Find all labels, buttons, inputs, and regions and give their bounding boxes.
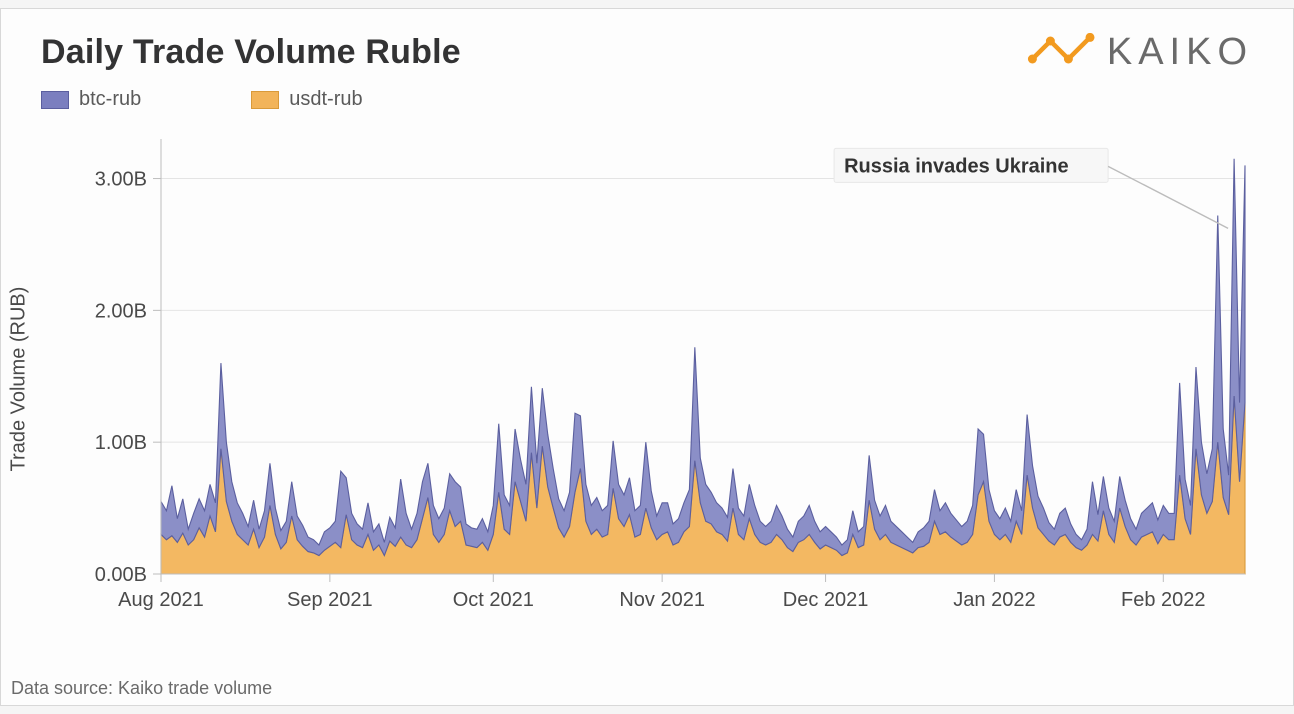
- svg-text:Dec 2021: Dec 2021: [783, 589, 869, 611]
- chart-svg: 0.00B 1.00B 2.00B 3.00B Aug 2021 Sep 2021 Oct …: [31, 129, 1265, 629]
- svg-text:Jan 2022: Jan 2022: [953, 589, 1035, 611]
- svg-text:Feb 2022: Feb 2022: [1121, 589, 1206, 611]
- legend-item-usdt: usdt-rub: [251, 88, 362, 111]
- data-source-footer: Data source: Kaiko trade volume: [11, 678, 272, 699]
- svg-text:1.00B: 1.00B: [95, 432, 147, 454]
- legend: btc-rub usdt-rub: [1, 74, 1293, 111]
- brand-logo: KAIKO: [1027, 31, 1253, 74]
- legend-swatch: [41, 91, 69, 109]
- svg-text:Aug 2021: Aug 2021: [118, 589, 204, 611]
- svg-text:2.00B: 2.00B: [95, 300, 147, 322]
- header: Daily Trade Volume Ruble KAIKO: [1, 9, 1293, 74]
- legend-label: btc-rub: [79, 88, 141, 111]
- svg-text:0.00B: 0.00B: [95, 564, 147, 586]
- legend-item-btc: btc-rub: [41, 88, 141, 111]
- svg-text:Sep 2021: Sep 2021: [287, 589, 373, 611]
- svg-text:Russia invades Ukraine: Russia invades Ukraine: [844, 155, 1069, 177]
- svg-text:3.00B: 3.00B: [95, 169, 147, 191]
- legend-swatch: [251, 91, 279, 109]
- chart-card: Daily Trade Volume Ruble KAIKO: [0, 8, 1294, 706]
- svg-text:Nov 2021: Nov 2021: [619, 589, 705, 611]
- legend-label: usdt-rub: [289, 88, 362, 111]
- brand-logo-text: KAIKO: [1107, 31, 1253, 74]
- svg-text:Oct 2021: Oct 2021: [453, 589, 534, 611]
- chart-title: Daily Trade Volume Ruble: [41, 33, 461, 72]
- kaiko-logo-icon: [1027, 33, 1099, 72]
- chart-area: Trade Volume (RUB) 0.00B1.00B2.00B3.00BA…: [31, 129, 1263, 629]
- y-axis-label: Trade Volume (RUB): [8, 287, 31, 472]
